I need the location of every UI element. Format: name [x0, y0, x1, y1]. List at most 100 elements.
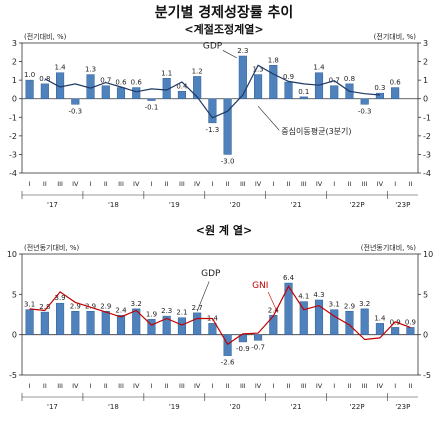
bar-value-label: 2.8 — [39, 303, 50, 311]
bar-value-label: 1.4 — [374, 314, 386, 322]
bar-value-label: 1.9 — [146, 310, 157, 318]
bar-value-label: -1.3 — [206, 126, 220, 134]
bar-value-label: 0.6 — [390, 79, 402, 87]
x-tick-label: II — [43, 180, 47, 188]
y-tick-label-right: -4 — [423, 169, 431, 178]
year-label: '17 — [47, 403, 58, 411]
gdp-bar — [162, 315, 171, 335]
gdp-bar — [330, 85, 339, 99]
x-tick-label: II — [287, 180, 291, 188]
y-tick-label-right: -2 — [423, 132, 431, 141]
bar-value-label: 0.1 — [298, 88, 309, 96]
gni-annotation: GNI — [252, 281, 268, 291]
year-label: '17 — [47, 201, 58, 209]
y-tick-label-left: 10 — [7, 250, 17, 259]
bar-value-label: 2.9 — [344, 302, 355, 310]
bar-value-label: 0.6 — [131, 79, 143, 87]
x-tick-label: III — [301, 180, 307, 188]
x-tick-label: II — [165, 382, 169, 390]
bar-value-label: 0.4 — [176, 82, 188, 90]
bar-value-label: -2.6 — [221, 359, 235, 367]
gdp-bar — [132, 308, 141, 335]
gdp-bar — [284, 282, 293, 335]
x-tick-label: II — [43, 382, 47, 390]
x-tick-label: II — [165, 180, 169, 188]
x-tick-label: IV — [377, 382, 384, 390]
bar-value-label: 4.3 — [313, 291, 324, 299]
bar-value-label: 0.8 — [39, 75, 50, 83]
gdp-bar — [101, 85, 110, 99]
gdp-bar — [132, 87, 141, 99]
x-tick-label: I — [90, 180, 92, 188]
y-tick-label-right: 10 — [423, 250, 433, 259]
year-label: '20 — [230, 403, 241, 411]
x-tick-label: III — [57, 382, 63, 390]
x-tick-label: I — [90, 382, 92, 390]
gdp-bar — [314, 299, 324, 335]
y-tick-label-left: -2 — [9, 132, 17, 141]
x-tick-label: III — [118, 180, 124, 188]
year-label: '23P — [395, 201, 410, 209]
gdp-bar — [299, 301, 308, 335]
gdp-bar — [40, 311, 49, 335]
x-tick-label: I — [272, 180, 274, 188]
x-tick-label: II — [287, 382, 291, 390]
x-tick-label: I — [211, 180, 213, 188]
x-tick-label: I — [29, 382, 31, 390]
x-tick-label: I — [151, 180, 153, 188]
bar-value-label: 1.2 — [192, 67, 203, 75]
gdp-bar — [116, 87, 126, 99]
y-tick-label-left: 2 — [12, 58, 17, 67]
bar-value-label: 6.4 — [283, 274, 295, 282]
gdp-bar — [345, 83, 354, 99]
bar-value-label: 2.4 — [115, 306, 127, 314]
gdp-bar — [56, 72, 65, 99]
bar-value-label: 3.2 — [131, 300, 142, 308]
x-tick-label: II — [104, 180, 108, 188]
x-tick-label: IV — [133, 180, 140, 188]
x-tick-label: I — [151, 382, 153, 390]
x-tick-label: III — [240, 382, 246, 390]
x-tick-label: IV — [255, 382, 262, 390]
y-tick-label-right: -5 — [423, 371, 431, 380]
gdp-bar — [254, 334, 263, 341]
bar-value-label: -0.3 — [68, 107, 82, 115]
y-tick-label-right: 1 — [423, 76, 428, 85]
bar-value-label: -3.0 — [221, 157, 235, 165]
main-title: 분기별 경제성장률 추이 — [154, 5, 294, 21]
gdp-bar — [238, 334, 247, 343]
y-tick-label-left: 1 — [12, 76, 17, 85]
gdp-bar — [238, 55, 247, 99]
bar-value-label: 1.4 — [313, 64, 325, 72]
bar-value-label: 3.2 — [359, 300, 370, 308]
gdp-bar — [208, 98, 217, 124]
gdp-bar — [375, 92, 384, 99]
y-tick-label-left: -5 — [9, 371, 17, 380]
bar-value-label: 3.1 — [24, 301, 35, 309]
y-tick-label-left: -3 — [9, 150, 17, 159]
x-tick-label: IV — [194, 180, 201, 188]
x-tick-label: I — [394, 382, 396, 390]
unit-label-left: (전년동기대비, %) — [24, 243, 79, 252]
bar-value-label: 3.9 — [55, 294, 66, 302]
gdp-bar — [375, 323, 384, 335]
bar-value-label: 2.3 — [161, 307, 172, 315]
bar-value-label: 0.9 — [390, 318, 401, 326]
bar-value-label: 0.7 — [100, 77, 111, 85]
year-label: '21 — [291, 201, 302, 209]
x-tick-label: II — [104, 382, 108, 390]
bar-value-label: 1.4 — [55, 64, 67, 72]
x-tick-label: IV — [255, 180, 262, 188]
x-tick-label: III — [118, 382, 124, 390]
gdp-annotation-bottom: GDP — [201, 269, 221, 279]
x-tick-label: II — [408, 180, 412, 188]
gdp-annotation-pointer-bottom — [196, 281, 210, 312]
gdp-bar — [314, 72, 324, 99]
x-tick-label: I — [333, 382, 335, 390]
bar-value-label: 4.1 — [298, 293, 309, 301]
x-tick-label: III — [301, 382, 307, 390]
bar-value-label: 1.3 — [253, 66, 264, 74]
gdp-bar — [177, 317, 186, 335]
gdp-bar — [254, 74, 263, 99]
x-tick-label: IV — [316, 382, 323, 390]
